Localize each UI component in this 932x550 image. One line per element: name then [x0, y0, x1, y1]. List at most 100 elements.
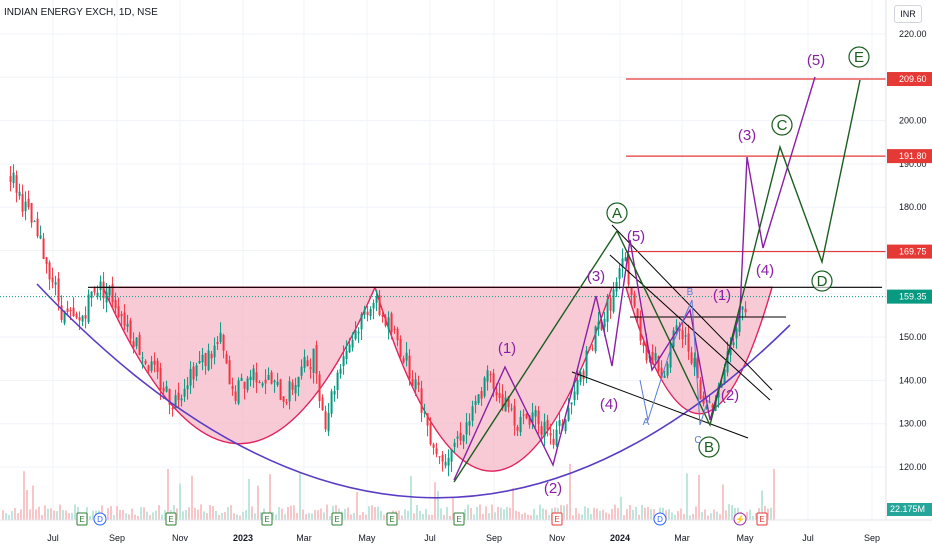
- volume-bar: [518, 511, 520, 520]
- candle-body: [237, 380, 240, 404]
- volume-bar: [362, 512, 364, 520]
- candle-body: [30, 203, 33, 223]
- earnings-marker: [331, 512, 343, 526]
- volume-bar: [278, 507, 280, 520]
- candle-body: [117, 305, 120, 317]
- volume-bar: [284, 514, 286, 520]
- price-axis[interactable]: 220.00210.00200.00190.00180.00170.00160.…: [885, 0, 932, 520]
- candle-body: [591, 348, 594, 350]
- candle-body: [423, 412, 426, 414]
- earnings-marker: [551, 512, 563, 526]
- volume-bar: [773, 468, 775, 520]
- volume-bar: [131, 508, 133, 520]
- y-tick-label: 220.00: [899, 29, 927, 39]
- volume-bar: [497, 506, 499, 520]
- volume-bar: [440, 508, 442, 520]
- volume-bar: [626, 509, 628, 520]
- volume-bar: [584, 506, 586, 520]
- event-marker-label: D: [97, 515, 103, 524]
- candle-body: [456, 436, 459, 439]
- candle-body: [597, 321, 600, 329]
- volume-bar: [629, 504, 631, 520]
- candle-body: [618, 268, 621, 279]
- candlesticks: [9, 164, 747, 477]
- candle-body: [564, 419, 567, 432]
- candle-body: [540, 426, 543, 435]
- volume-bar: [215, 510, 217, 520]
- volume-bar: [68, 513, 70, 520]
- volume-bar: [410, 476, 412, 520]
- currency-selector[interactable]: INR: [894, 5, 922, 23]
- candle-body: [627, 254, 630, 285]
- y-tick-label: 140.00: [899, 375, 927, 385]
- volume-bar: [227, 507, 229, 520]
- volume-bar: [299, 472, 301, 520]
- volume-bar: [218, 514, 220, 520]
- volume-bar: [176, 508, 178, 520]
- volume-bar: [482, 513, 484, 520]
- candle-body: [477, 394, 480, 404]
- volume-bar: [203, 511, 205, 520]
- volume-bar: [425, 508, 427, 520]
- candle-body: [225, 354, 228, 364]
- candle-body: [438, 456, 441, 458]
- candle-body: [150, 361, 153, 371]
- volume-bar: [521, 514, 523, 520]
- candle-body: [411, 379, 414, 387]
- volume-bar: [620, 496, 622, 520]
- candle-body: [27, 198, 30, 208]
- volume-bar: [413, 513, 415, 520]
- candle-body: [141, 357, 144, 359]
- candle-body: [606, 298, 609, 322]
- candle-body: [426, 413, 429, 426]
- candle-body: [588, 347, 591, 351]
- candle-body: [306, 360, 309, 367]
- x-tick-label: Jul: [802, 533, 814, 543]
- volume-bar: [20, 509, 22, 520]
- volume-bar: [155, 510, 157, 520]
- candle-body: [699, 379, 702, 400]
- volume-bar: [380, 510, 382, 520]
- wave-label: D: [817, 273, 828, 290]
- candle-body: [393, 328, 396, 330]
- time-axis[interactable]: Jul Sep Nov 2023 Mar May Jul Sep Nov 2024 Mar May Ju…: [0, 519, 932, 543]
- volume-bar: [641, 504, 643, 520]
- candle-body: [96, 292, 99, 297]
- candle-body: [348, 344, 351, 353]
- drawings: [0, 76, 886, 499]
- candle-body: [159, 367, 162, 390]
- volume-bar: [689, 515, 691, 520]
- volume-bar: [533, 508, 535, 520]
- earnings-marker: [165, 512, 177, 526]
- wave-label: B: [704, 439, 714, 456]
- candle-body: [36, 218, 39, 237]
- green-wave-path: [453, 79, 861, 483]
- volume-bar: [542, 508, 544, 520]
- volume-bar: [485, 506, 487, 520]
- volume-bar: [272, 511, 274, 520]
- volume-bar: [593, 507, 595, 520]
- candle-body: [180, 398, 183, 401]
- volume-bar: [749, 509, 751, 520]
- candle-body: [711, 404, 714, 409]
- candle-body: [594, 326, 597, 352]
- candle-body: [162, 387, 165, 392]
- candle-body: [273, 380, 276, 383]
- volume-bar: [125, 513, 127, 520]
- volume-bar: [509, 507, 511, 520]
- volume-bar: [194, 507, 196, 520]
- volume-bar: [161, 514, 163, 520]
- volume-bar: [233, 513, 235, 520]
- volume-bar: [548, 515, 550, 520]
- candle-body: [345, 350, 348, 360]
- x-tick-label: May: [358, 533, 376, 543]
- candle-body: [378, 295, 381, 316]
- volume-bar: [167, 468, 169, 520]
- volume-bar: [569, 463, 571, 520]
- earnings-marker: [76, 512, 88, 526]
- candle-body: [402, 358, 405, 363]
- candle-body: [315, 344, 318, 374]
- wave-label: (2): [721, 387, 739, 404]
- target-price-box: [887, 72, 932, 87]
